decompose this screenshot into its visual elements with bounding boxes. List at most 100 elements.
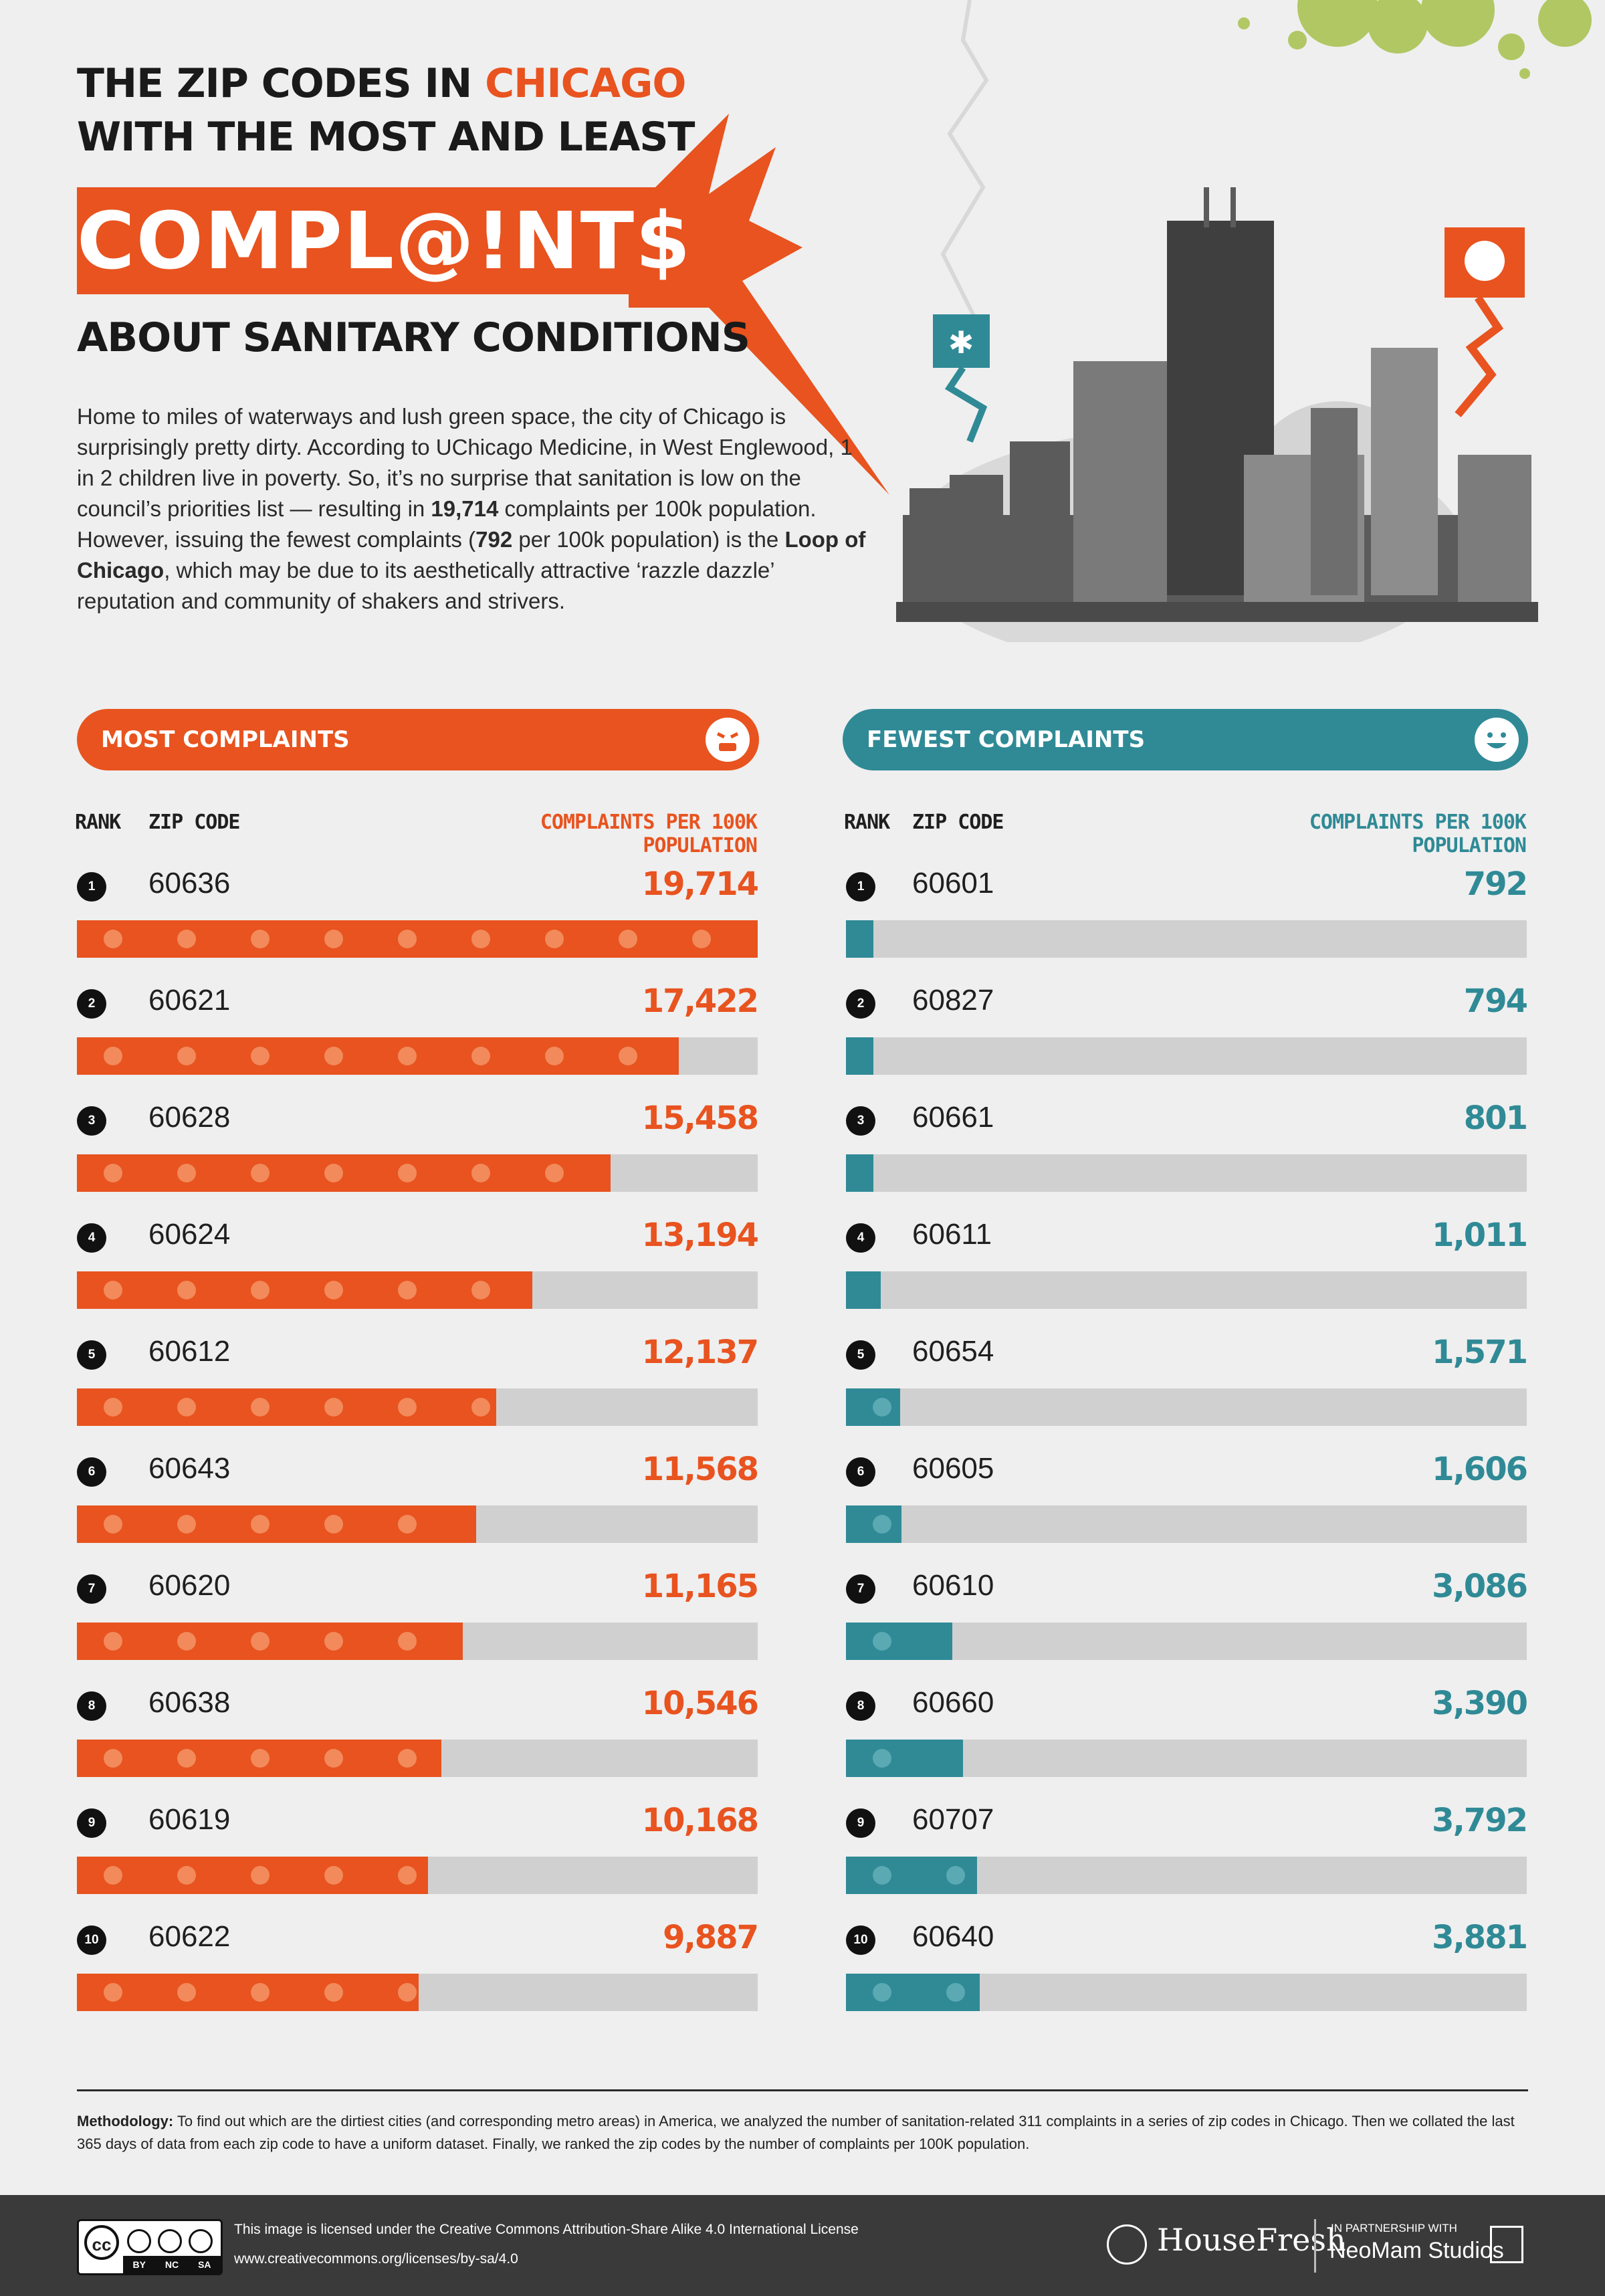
most-zip-code: 60628 xyxy=(148,1101,231,1134)
trash-icon xyxy=(177,1281,196,1299)
cc-sa: SA xyxy=(198,2259,211,2270)
fewest-bar-track xyxy=(846,1154,1527,1192)
fewest-value-label: 1,606 xyxy=(1432,1451,1528,1488)
most-zip-code: 60619 xyxy=(148,1803,231,1836)
trash-icon xyxy=(471,1281,490,1299)
trash-icon xyxy=(873,1983,891,2002)
sharealike-icon xyxy=(189,2229,213,2253)
trash-icon xyxy=(873,1398,891,1417)
intro-text-1: Home to miles of waterways and lush gree… xyxy=(77,404,853,521)
most-value-label: 10,168 xyxy=(641,1802,759,1839)
fewest-metric-header: COMPLAINTS PER 100K POPULATION xyxy=(1309,811,1527,857)
angry-face-icon xyxy=(706,718,750,762)
most-bar-track xyxy=(77,1154,758,1192)
most-value-label: 11,165 xyxy=(641,1568,759,1605)
most-bar-track xyxy=(77,1388,758,1426)
trash-icon xyxy=(324,930,343,948)
most-value-label: 13,194 xyxy=(641,1217,759,1254)
banner: COMPL@!NT$ xyxy=(77,187,690,294)
housefresh-brand[interactable]: HouseFresh xyxy=(1157,2222,1346,2258)
neomam-logo-icon xyxy=(1490,2226,1523,2263)
most-zip-code: 60636 xyxy=(148,867,231,900)
license-link[interactable]: www.creativecommons.org/licenses/by-sa/4… xyxy=(234,2251,518,2267)
fewest-zip-code: 60601 xyxy=(912,867,994,900)
fewest-rank-badge: 6 xyxy=(846,1457,875,1487)
fewest-zip-code: 60640 xyxy=(912,1920,994,1953)
trash-icon xyxy=(251,1866,270,1885)
fewest-complaints-title: FEWEST COMPLAINTS xyxy=(867,726,1146,753)
trash-icon xyxy=(873,1515,891,1534)
trash-icon xyxy=(471,1047,490,1065)
most-zip-code: 60621 xyxy=(148,984,231,1017)
footer-divider xyxy=(1314,2219,1316,2273)
most-bar xyxy=(77,1271,533,1309)
trash-icon xyxy=(545,1047,564,1065)
fewest-bar xyxy=(846,1857,977,1894)
most-rank-badge: 3 xyxy=(77,1106,106,1136)
happy-face-icon xyxy=(1475,718,1519,762)
fewest-bar xyxy=(846,1623,953,1660)
trash-icon xyxy=(398,1047,417,1065)
subtitle: ABOUT SANITARY CONDITIONS xyxy=(77,314,750,361)
most-bar xyxy=(77,1154,611,1192)
most-zip-code: 60624 xyxy=(148,1218,231,1251)
footer xyxy=(0,2195,1605,2296)
most-rank-badge: 2 xyxy=(77,989,106,1019)
methodology-text: To find out which are the dirtiest citie… xyxy=(77,2113,1515,2152)
trash-icon xyxy=(324,1515,343,1534)
trash-icon xyxy=(177,930,196,948)
most-value-label: 17,422 xyxy=(641,982,759,1020)
most-bar-track xyxy=(77,1623,758,1660)
trash-icon xyxy=(251,930,270,948)
partner-label: IN PARTNERSHIP WITH xyxy=(1331,2222,1457,2234)
partner-name[interactable]: NeoMam Studios xyxy=(1329,2238,1504,2263)
intro-bold-2: 792 xyxy=(475,527,513,552)
fewest-bar xyxy=(846,1154,874,1192)
most-bar xyxy=(77,1037,679,1075)
cc-license-badge[interactable]: cc BY NC SA xyxy=(77,2219,223,2275)
fewest-bar-track xyxy=(846,1623,1527,1660)
fewest-zip-code: 60660 xyxy=(912,1686,994,1719)
most-bar-track xyxy=(77,920,758,958)
trash-icon xyxy=(177,1047,196,1065)
fewest-bar-track xyxy=(846,1388,1527,1426)
trash-icon xyxy=(873,1632,891,1651)
most-bar xyxy=(77,1505,477,1543)
title-accent: CHICAGO xyxy=(485,60,686,107)
trash-icon xyxy=(177,1164,196,1182)
trash-icon xyxy=(177,1983,196,2002)
trash-icon xyxy=(471,1164,490,1182)
fewest-zip-code: 60827 xyxy=(912,984,994,1017)
most-value-label: 19,714 xyxy=(641,865,759,903)
fewest-value-label: 1,011 xyxy=(1432,1217,1528,1254)
trash-icon xyxy=(324,1983,343,2002)
trash-icon xyxy=(545,930,564,948)
trash-icon xyxy=(104,930,122,948)
fewest-bar-track xyxy=(846,920,1527,958)
most-bar-track xyxy=(77,1037,758,1075)
trash-icon xyxy=(398,1164,417,1182)
most-rank-badge: 10 xyxy=(77,1925,106,1955)
fewest-value-label: 792 xyxy=(1463,865,1528,903)
fewest-zip-header: ZIP CODE xyxy=(912,811,1004,834)
trash-icon xyxy=(398,1632,417,1651)
fewest-value-label: 801 xyxy=(1463,1100,1528,1137)
decorative-background xyxy=(940,0,1592,322)
fewest-bar xyxy=(846,920,873,958)
fewest-zip-code: 60605 xyxy=(912,1452,994,1485)
person-icon xyxy=(127,2229,151,2253)
license-text: This image is licensed under the Creativ… xyxy=(234,2222,859,2237)
trash-icon xyxy=(104,1281,122,1299)
most-rank-badge: 4 xyxy=(77,1223,106,1253)
fewest-value-label: 1,571 xyxy=(1432,1334,1528,1371)
fewest-value-label: 3,792 xyxy=(1432,1802,1528,1839)
trash-icon xyxy=(398,930,417,948)
methodology-label: Methodology: xyxy=(77,2113,174,2129)
fewest-rank-badge: 5 xyxy=(846,1340,875,1370)
most-rank-badge: 6 xyxy=(77,1457,106,1487)
fewest-rank-badge: 10 xyxy=(846,1925,875,1955)
most-rank-badge: 9 xyxy=(77,1808,106,1838)
trash-icon xyxy=(398,1281,417,1299)
trash-icon xyxy=(324,1164,343,1182)
trash-icon xyxy=(104,1515,122,1534)
